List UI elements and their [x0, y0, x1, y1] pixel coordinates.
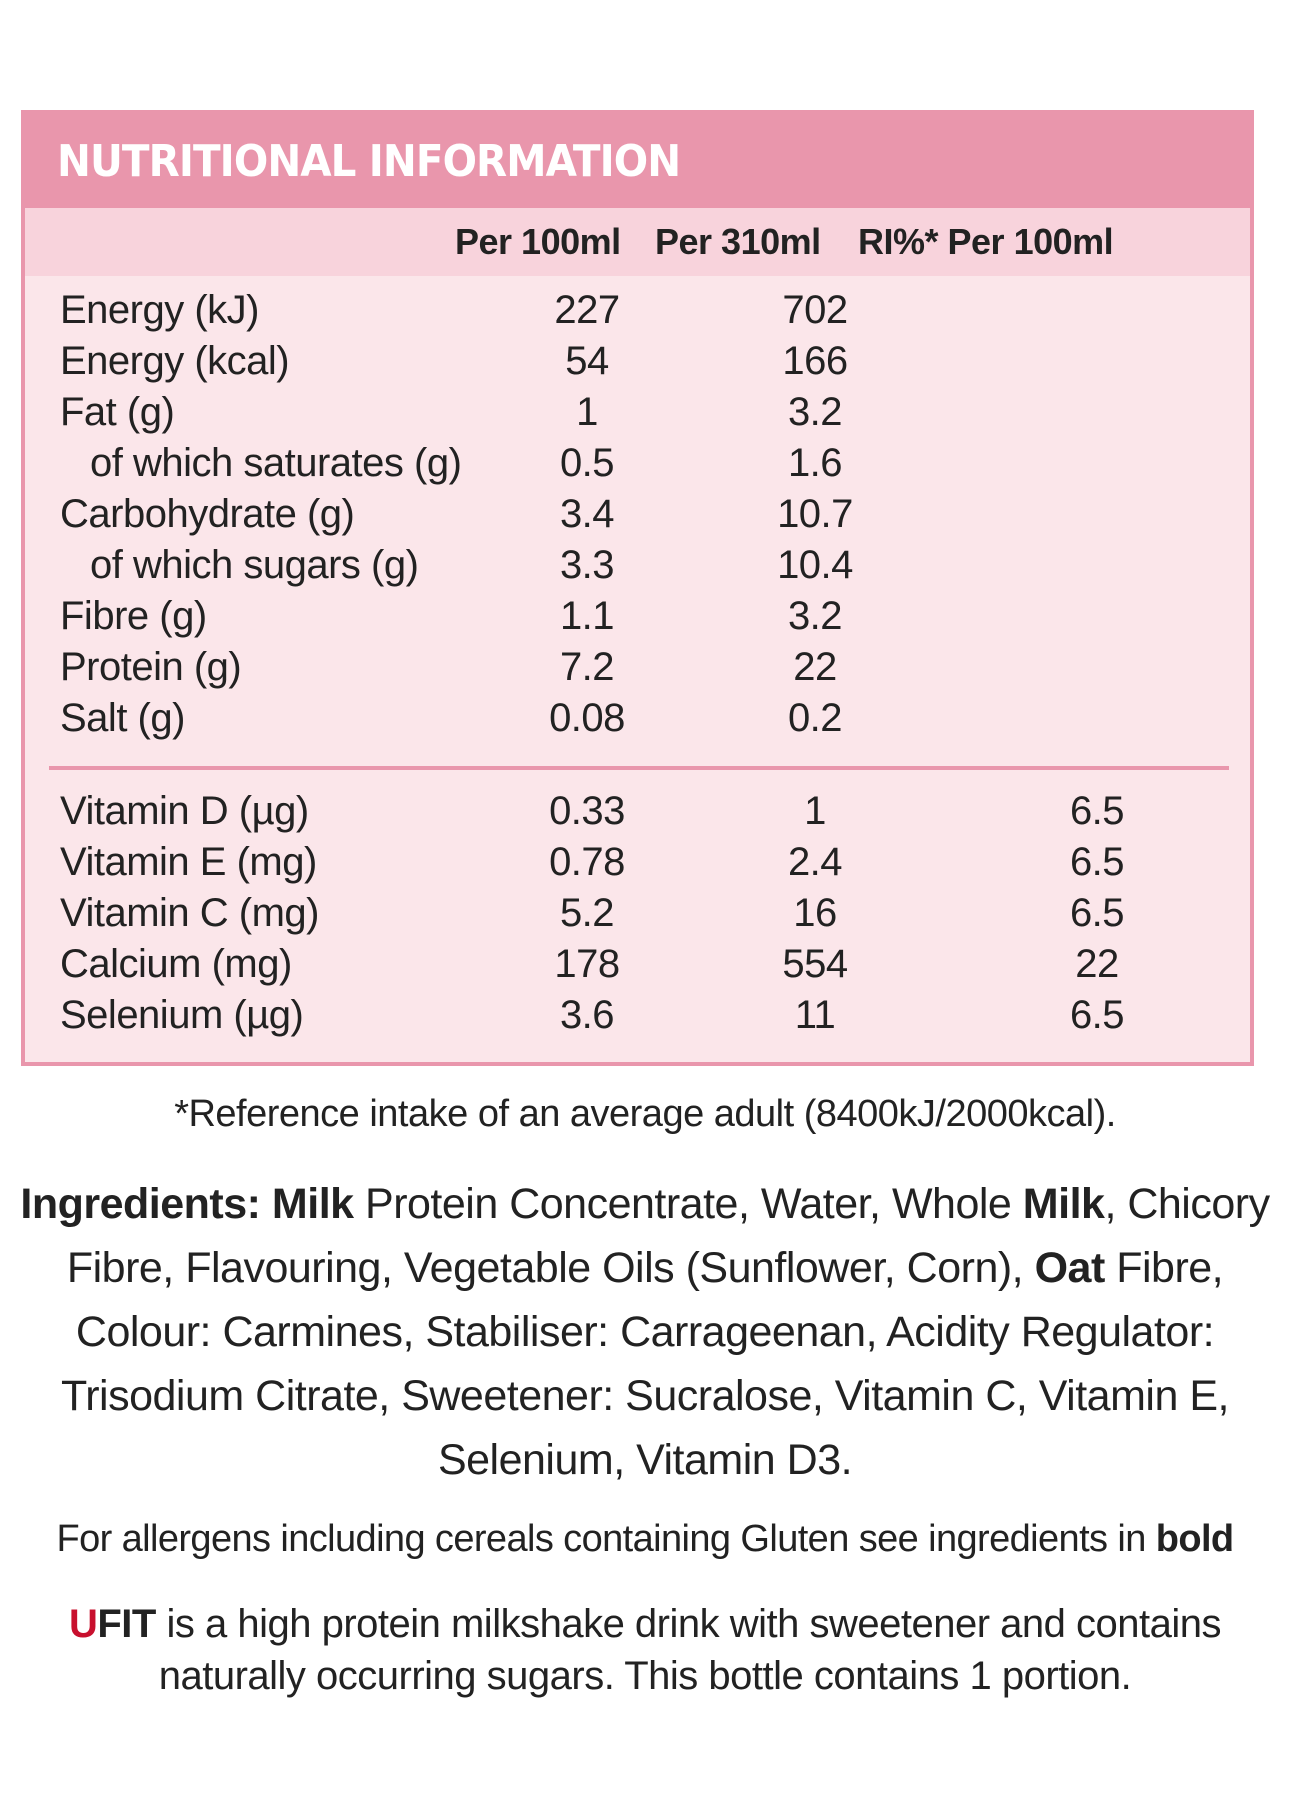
nutrition-row: Salt (g) 0.08 0.2 — [25, 693, 1250, 744]
nutrient-name: Salt (g) — [60, 696, 185, 740]
value-per-310ml: 1.6 — [787, 441, 843, 485]
nutrition-row: Protein (g) 7.2 22 — [25, 642, 1250, 693]
value-per-100ml: 5.2 — [559, 891, 615, 935]
nutrient-name: Carbohydrate (g) — [60, 492, 355, 536]
nutrition-row: Selenium (µg) 3.6 11 6.5 — [25, 990, 1250, 1041]
value-ri-percent: 6.5 — [1069, 789, 1125, 833]
brand-letter-u: U — [68, 1602, 98, 1646]
column-header-per-310ml: Per 310ml — [655, 221, 821, 262]
value-ri-percent: 6.5 — [1069, 993, 1125, 1037]
value-per-100ml: 1 — [576, 390, 598, 434]
nutrition-row: Vitamin C (mg) 5.2 16 6.5 — [25, 888, 1250, 939]
brand-name: UFIT — [69, 1602, 156, 1646]
nutrient-name: Energy (kJ) — [60, 288, 260, 332]
nutrition-title: NUTRITIONAL INFORMATION — [57, 135, 681, 187]
column-header-row: Per 100ml Per 310ml RI%* Per 100ml — [25, 208, 1250, 276]
value-per-310ml: 3.2 — [787, 390, 843, 434]
nutrition-row: of which sugars (g) 3.3 10.4 — [25, 540, 1250, 591]
value-per-100ml: 0.5 — [559, 441, 615, 485]
value-per-100ml: 0.33 — [549, 789, 625, 833]
reference-intake-footnote: *Reference intake of an average adult (8… — [174, 1093, 1116, 1135]
value-per-310ml: 554 — [782, 942, 848, 986]
value-per-100ml: 227 — [554, 288, 620, 332]
ingredients-paragraph: Ingredients: Milk Protein Concentrate, W… — [20, 1172, 1270, 1492]
value-per-310ml: 0.2 — [787, 696, 843, 740]
value-per-100ml: 1.1 — [559, 594, 615, 638]
nutrient-name: Vitamin D (µg) — [60, 789, 309, 833]
column-header-per-100ml: Per 100ml — [455, 221, 621, 262]
value-per-310ml: 166 — [782, 339, 848, 383]
nutrient-name: Selenium (µg) — [60, 993, 304, 1037]
allergen-milk-2: Milk — [1022, 1180, 1105, 1228]
allergen-notice-bold: bold — [1155, 1518, 1234, 1560]
ingredients-text-3: Fibre, Colour: Carmines, Stabiliser: Car… — [61, 1244, 1229, 1484]
value-per-310ml: 3.2 — [787, 594, 843, 638]
value-per-100ml: 3.4 — [559, 492, 615, 536]
ingredients-text-1: Protein Concentrate, Water, Whole — [353, 1180, 1023, 1228]
value-per-310ml: 2.4 — [787, 840, 843, 884]
ingredients-text-2: , Chicory Fibre, Flavouring, Vegetable O… — [66, 1180, 1270, 1292]
value-per-100ml: 3.6 — [559, 993, 615, 1037]
nutrient-name: Calcium (mg) — [60, 942, 292, 986]
nutrition-row: Fat (g) 1 3.2 — [25, 387, 1250, 438]
value-per-100ml: 0.08 — [549, 696, 625, 740]
nutrition-row: Energy (kJ) 227 702 — [25, 285, 1250, 336]
nutrient-name: of which saturates (g) — [90, 441, 462, 485]
product-description: UFIT is a high protein milkshake drink w… — [30, 1598, 1260, 1702]
value-per-100ml: 7.2 — [559, 645, 615, 689]
nutrient-name: Fibre (g) — [60, 594, 207, 638]
value-per-310ml: 1 — [804, 789, 826, 833]
value-per-310ml: 10.4 — [777, 543, 853, 587]
allergen-oat: Oat — [1034, 1244, 1106, 1292]
product-description-text: is a high protein milkshake drink with s… — [155, 1602, 1222, 1698]
nutrition-row: Energy (kcal) 54 166 — [25, 336, 1250, 387]
nutrition-row: Vitamin E (mg) 0.78 2.4 6.5 — [25, 837, 1250, 888]
allergen-milk: Milk — [271, 1180, 354, 1228]
ingredients-label: Ingredients: — [20, 1180, 261, 1228]
value-per-100ml: 54 — [565, 339, 609, 383]
value-per-310ml: 702 — [782, 288, 848, 332]
value-per-310ml: 16 — [793, 891, 837, 935]
nutrition-row: Vitamin D (µg) 0.33 1 6.5 — [25, 786, 1250, 837]
value-per-100ml: 178 — [554, 942, 620, 986]
value-per-310ml: 10.7 — [777, 492, 853, 536]
allergen-notice-text: For allergens including cereals containi… — [56, 1518, 1156, 1560]
value-per-310ml: 22 — [793, 645, 837, 689]
value-ri-percent: 6.5 — [1069, 840, 1125, 884]
nutrition-row: Carbohydrate (g) 3.4 10.7 — [25, 489, 1250, 540]
nutrition-panel: NUTRITIONAL INFORMATION Per 100ml Per 31… — [21, 110, 1254, 1066]
brand-letters-fit: FIT — [97, 1602, 156, 1646]
nutrition-row: of which saturates (g) 0.5 1.6 — [25, 438, 1250, 489]
value-ri-percent: 22 — [1075, 942, 1119, 986]
column-header-ri-percent: RI%* Per 100ml — [858, 221, 1114, 262]
nutrient-name: Energy (kcal) — [60, 339, 290, 383]
nutrient-name: Vitamin C (mg) — [60, 891, 319, 935]
value-per-100ml: 3.3 — [559, 543, 615, 587]
value-per-100ml: 0.78 — [549, 840, 625, 884]
nutrient-name: Vitamin E (mg) — [60, 840, 317, 884]
nutrition-row: Fibre (g) 1.1 3.2 — [25, 591, 1250, 642]
nutrition-title-bar: NUTRITIONAL INFORMATION — [25, 114, 1250, 208]
value-ri-percent: 6.5 — [1069, 891, 1125, 935]
value-per-310ml: 11 — [794, 993, 836, 1037]
nutrient-name: Protein (g) — [60, 645, 242, 689]
nutrient-name: Fat (g) — [60, 390, 175, 434]
nutrition-row: Calcium (mg) 178 554 22 — [25, 939, 1250, 990]
nutrient-name: of which sugars (g) — [90, 543, 419, 587]
allergen-notice: For allergens including cereals containi… — [0, 1518, 1290, 1561]
section-divider — [49, 766, 1229, 770]
